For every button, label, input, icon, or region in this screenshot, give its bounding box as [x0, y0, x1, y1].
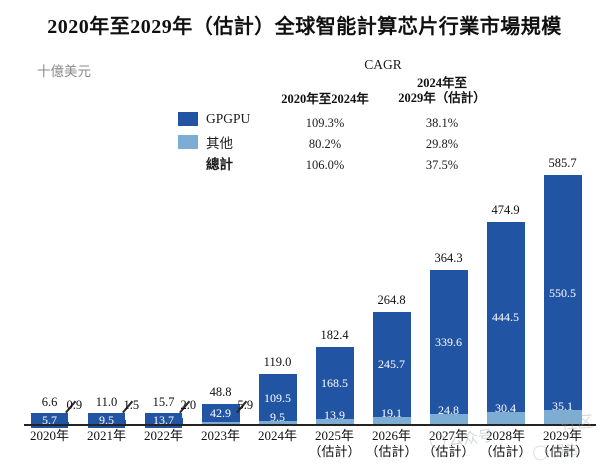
- total-value-label: 6.6: [41, 395, 58, 409]
- bar-segment-other: [372, 416, 411, 425]
- gpgpu-value-label: 109.5: [264, 390, 291, 405]
- gpgpu-value-label: 13.7: [145, 413, 182, 428]
- watermark-right-bottom: 报告: [532, 439, 580, 463]
- total-value-label: 474.9: [491, 203, 520, 218]
- x-axis-label-year: 2029年: [542, 428, 582, 443]
- bar-segment-gpgpu: [372, 311, 411, 417]
- other-value-label: 19.1: [381, 405, 402, 420]
- x-axis-label-year: 2020年: [29, 428, 69, 443]
- x-axis-label-estimate: （估計）: [422, 444, 475, 459]
- x-axis-label-year: 2023年: [200, 428, 240, 443]
- cagr-other-period2: 29.8%: [425, 137, 459, 151]
- total-value-label: 264.8: [377, 292, 406, 307]
- x-axis-label: 2022年: [128, 428, 200, 444]
- x-axis-line: [24, 424, 596, 426]
- watermark-logo-icon: [532, 444, 549, 461]
- x-axis-label: 2023年: [185, 428, 257, 444]
- legend-item-total: 總計: [178, 153, 233, 173]
- total-value-label: 364.3: [434, 250, 463, 265]
- bar-segment-other: [258, 420, 297, 425]
- other-value-label: 2.0: [180, 398, 197, 412]
- total-swatch-placeholder: [178, 156, 198, 170]
- x-axis-label-year: 2022年: [143, 428, 183, 443]
- legend-label-other: 其他: [206, 136, 233, 151]
- bar-segment-gpgpu: [201, 404, 240, 423]
- bar-segment-gpgpu: [543, 175, 582, 411]
- cagr-col2-header: 2024年至 2029年（估計）: [372, 76, 512, 106]
- gpgpu-value-label: 42.9: [210, 406, 231, 421]
- bar-segment-other: [543, 410, 582, 425]
- x-axis-label-year: 2024年: [257, 428, 297, 443]
- total-value-label: 11.0: [95, 395, 118, 409]
- x-axis-label: 2020年: [14, 428, 86, 444]
- watermark-right-top: 社区: [560, 408, 594, 434]
- cagr-total-period1: 106.0%: [305, 158, 345, 172]
- x-axis-label-estimate: （估計）: [479, 444, 532, 459]
- total-value-label: 182.4: [320, 328, 349, 343]
- bar-segment-other: [429, 414, 468, 425]
- other-value-label: 13.9: [324, 408, 345, 423]
- x-axis-label-estimate: （估計）: [365, 444, 418, 459]
- bar-segment-gpgpu: [315, 347, 354, 420]
- legend-item-other: 其他: [178, 132, 233, 152]
- gpgpu-value-label: 168.5: [321, 376, 348, 391]
- cagr-total-period2: 37.5%: [425, 158, 459, 172]
- y-axis-unit-label: 十億美元: [37, 64, 91, 79]
- x-axis-label-year: 2025年: [314, 428, 354, 443]
- cagr-other-period1: 80.2%: [308, 137, 342, 151]
- x-axis-label: 2024年: [242, 428, 314, 444]
- other-value-label: 24.8: [438, 403, 459, 418]
- legend-label-gpgpu: GPGPU: [206, 111, 251, 126]
- x-axis-label-year: 2027年: [428, 428, 468, 443]
- other-value-label: 35.1: [552, 399, 573, 414]
- cagr-col2-header-line1: 2024年至: [416, 76, 467, 90]
- other-value-label: 9.5: [270, 409, 285, 424]
- legend-item-gpgpu: GPGPU: [178, 111, 250, 127]
- total-value-label: 48.8: [209, 385, 232, 400]
- gpgpu-swatch: [178, 112, 198, 126]
- x-axis-label: 2029年 （估計）: [527, 428, 599, 460]
- other-swatch: [178, 135, 198, 149]
- gpgpu-value-label: 5.7: [31, 413, 68, 428]
- bar-segment-gpgpu: [258, 374, 297, 421]
- cagr-gpgpu-period2: 38.1%: [425, 116, 459, 130]
- total-value-label: 585.7: [548, 156, 577, 170]
- cagr-col2-header-line2: 2029年（估計）: [398, 91, 486, 105]
- other-value-label: 0.9: [66, 398, 83, 412]
- bar-segment-gpgpu: [429, 269, 468, 415]
- x-axis-label: 2025年 （估計）: [299, 428, 371, 460]
- bar-segment-other: [201, 422, 240, 425]
- x-axis-label-year: 2026年: [371, 428, 411, 443]
- gpgpu-value-label: 339.6: [435, 334, 462, 349]
- cagr-col1-header: 2020年至2024年: [281, 92, 369, 106]
- watermark-right-bottom-text: 报告: [550, 442, 580, 461]
- x-axis-label: 2021年: [71, 428, 143, 444]
- gpgpu-value-label: 245.7: [378, 357, 405, 372]
- x-axis-label: 2027年 （估計）: [413, 428, 485, 460]
- gpgpu-value-label: 550.5: [549, 285, 576, 300]
- legend-label-total: 總計: [206, 157, 233, 172]
- bar-segment-other: [315, 419, 354, 425]
- other-value-label: 30.4: [495, 401, 516, 416]
- chart-title: 2020年至2029年（估計）全球智能計算芯片行業市場規模: [47, 16, 562, 38]
- watermark-logo-icon: [429, 432, 446, 450]
- x-axis-label: 2026年 （估計）: [356, 428, 428, 460]
- other-value-label: 5.9: [237, 398, 254, 412]
- x-axis-label-estimate: （估計）: [536, 444, 589, 459]
- x-axis-label-year: 2028年: [485, 428, 525, 443]
- gpgpu-value-label: 9.5: [88, 413, 125, 428]
- x-axis-label: 2028年 （估計）: [470, 428, 542, 460]
- other-value-label: 1.5: [123, 398, 140, 412]
- watermark-right-top-text: 社区: [560, 411, 594, 434]
- cagr-heading: CAGR: [364, 57, 402, 72]
- total-value-label: 15.7: [152, 395, 175, 409]
- total-value-label: 119.0: [263, 355, 292, 370]
- bar-segment-other: [486, 412, 525, 425]
- x-axis-label-year: 2021年: [86, 428, 126, 443]
- x-axis-label-estimate: （估計）: [308, 444, 361, 459]
- bar-segment-gpgpu: [486, 222, 525, 412]
- gpgpu-value-label: 444.5: [492, 310, 519, 325]
- cagr-gpgpu-period1: 109.3%: [305, 116, 345, 130]
